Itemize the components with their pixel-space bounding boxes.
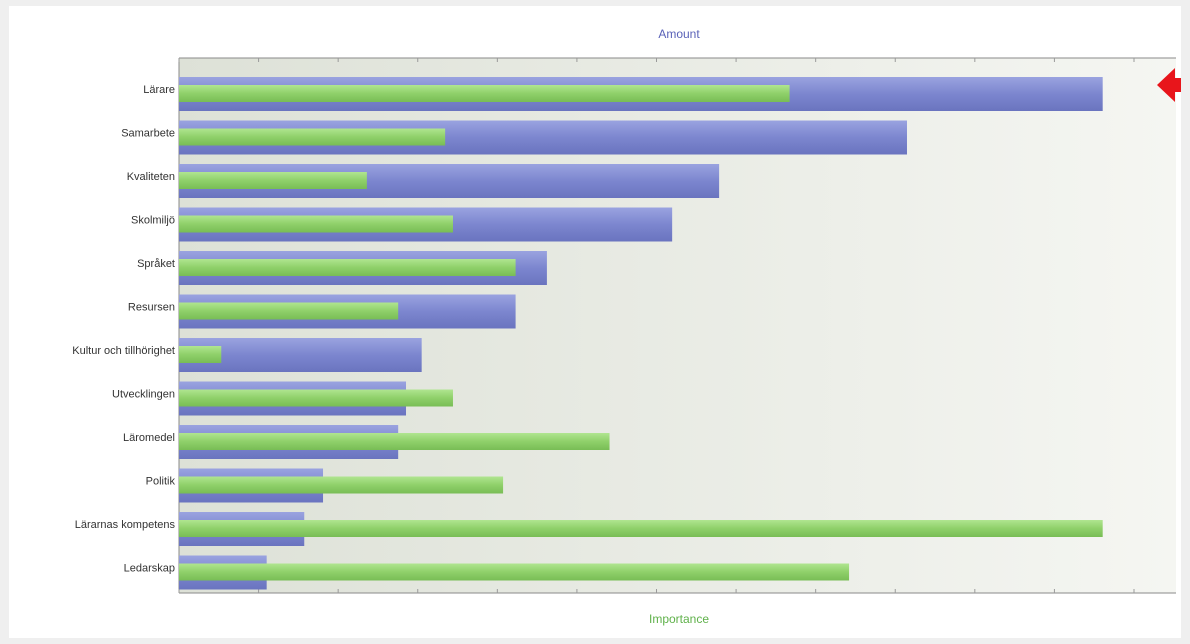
bar-chart: Lärare Samarbete Kvaliteten Skolmiljö Språke… [72, 27, 1181, 626]
category-labels: Lärare Samarbete Kvaliteten Skolmiljö Språke… [72, 84, 175, 575]
axis-ticks [178, 58, 1135, 593]
category-label-l-rarnas-kompetens: Lärarnas kompetens [75, 519, 176, 531]
category-label-samarbete: Samarbete [121, 128, 175, 140]
bottom-axis-title: Importance [649, 612, 709, 626]
bars-group [179, 77, 1103, 590]
importance-bar-l-rarnas-kompetens [179, 520, 1103, 537]
importance-bar-utvecklingen [179, 389, 453, 407]
red-arrow-annotation [1157, 68, 1181, 102]
importance-bar-ledarskap [179, 563, 850, 581]
importance-bar-resursen [179, 302, 399, 320]
importance-bar-l-rare [179, 85, 790, 102]
category-label-ledarskap: Ledarskap [124, 563, 175, 575]
importance-bar-politik [179, 476, 504, 494]
importance-bar-kultur-och-tillh-righet [179, 346, 222, 363]
top-axis-title: Amount [658, 27, 700, 41]
importance-bar-spr-ket [179, 259, 516, 276]
chart-page: Lärare Samarbete Kvaliteten Skolmiljö Språke… [9, 6, 1181, 638]
category-label-spr-ket: Språket [137, 258, 175, 270]
red-arrow-icon [1157, 68, 1181, 102]
category-label-resursen: Resursen [128, 302, 175, 314]
importance-bar-kvaliteten [179, 172, 367, 189]
category-label-utvecklingen: Utvecklingen [112, 389, 175, 401]
category-label-l-rare: Lärare [143, 84, 175, 96]
category-label-skolmilj-: Skolmiljö [131, 215, 175, 227]
importance-bar-l-romedel [179, 433, 610, 450]
category-label-kvaliteten: Kvaliteten [127, 171, 175, 183]
category-label-politik: Politik [146, 476, 176, 488]
importance-bar-skolmilj- [179, 215, 453, 233]
category-label-kultur-och-tillh-righet: Kultur och tillhörighet [72, 345, 175, 357]
category-label-l-romedel: Läromedel [123, 432, 175, 444]
importance-bar-samarbete [179, 128, 446, 146]
